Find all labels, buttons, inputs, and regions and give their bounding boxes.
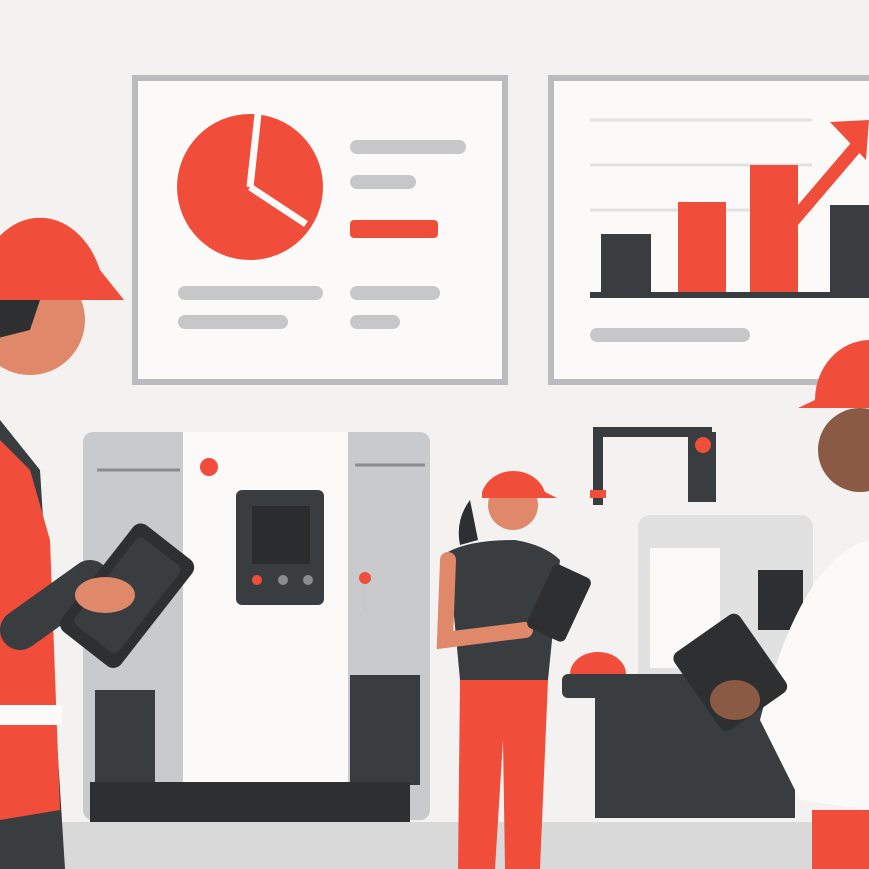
highlight-bar xyxy=(350,220,438,238)
indicator xyxy=(200,458,218,476)
pie-divider xyxy=(246,113,308,227)
bar xyxy=(750,165,798,292)
text-placeholder xyxy=(178,286,323,300)
head xyxy=(818,408,869,492)
button xyxy=(252,575,262,585)
shirt xyxy=(448,540,560,680)
bar xyxy=(830,205,869,292)
screen xyxy=(252,506,310,564)
dashboard-board xyxy=(132,75,508,385)
bar xyxy=(678,202,726,292)
button xyxy=(278,575,288,585)
text-placeholder xyxy=(590,328,750,342)
text-placeholder xyxy=(350,140,466,154)
tablet xyxy=(527,564,591,642)
chart-baseline xyxy=(590,292,869,298)
robot-tip xyxy=(590,490,606,498)
trend-arrow xyxy=(787,135,867,227)
vest xyxy=(812,810,869,869)
robot-joint xyxy=(695,437,711,453)
machine-base xyxy=(90,782,410,822)
arm xyxy=(436,552,533,650)
reflective-stripe xyxy=(0,705,62,725)
hair xyxy=(458,500,478,545)
floor xyxy=(0,822,869,869)
text-placeholder xyxy=(178,315,288,329)
machine-panel xyxy=(350,675,420,785)
button xyxy=(303,575,313,585)
machine-panel xyxy=(95,690,155,790)
text-placeholder xyxy=(350,286,440,300)
machine-door xyxy=(183,432,348,782)
shirt xyxy=(760,540,869,810)
hard-hat xyxy=(482,470,557,498)
text-placeholder xyxy=(350,175,416,189)
trousers xyxy=(458,680,548,869)
hard-hat xyxy=(0,217,124,300)
hard-hat xyxy=(798,340,869,408)
hand xyxy=(710,680,760,720)
hand xyxy=(75,577,135,613)
workpiece xyxy=(570,652,626,674)
bar xyxy=(601,234,651,292)
arrow-head xyxy=(830,120,869,160)
text-placeholder xyxy=(350,315,400,329)
robot-arm xyxy=(593,427,712,505)
lever xyxy=(359,572,371,584)
